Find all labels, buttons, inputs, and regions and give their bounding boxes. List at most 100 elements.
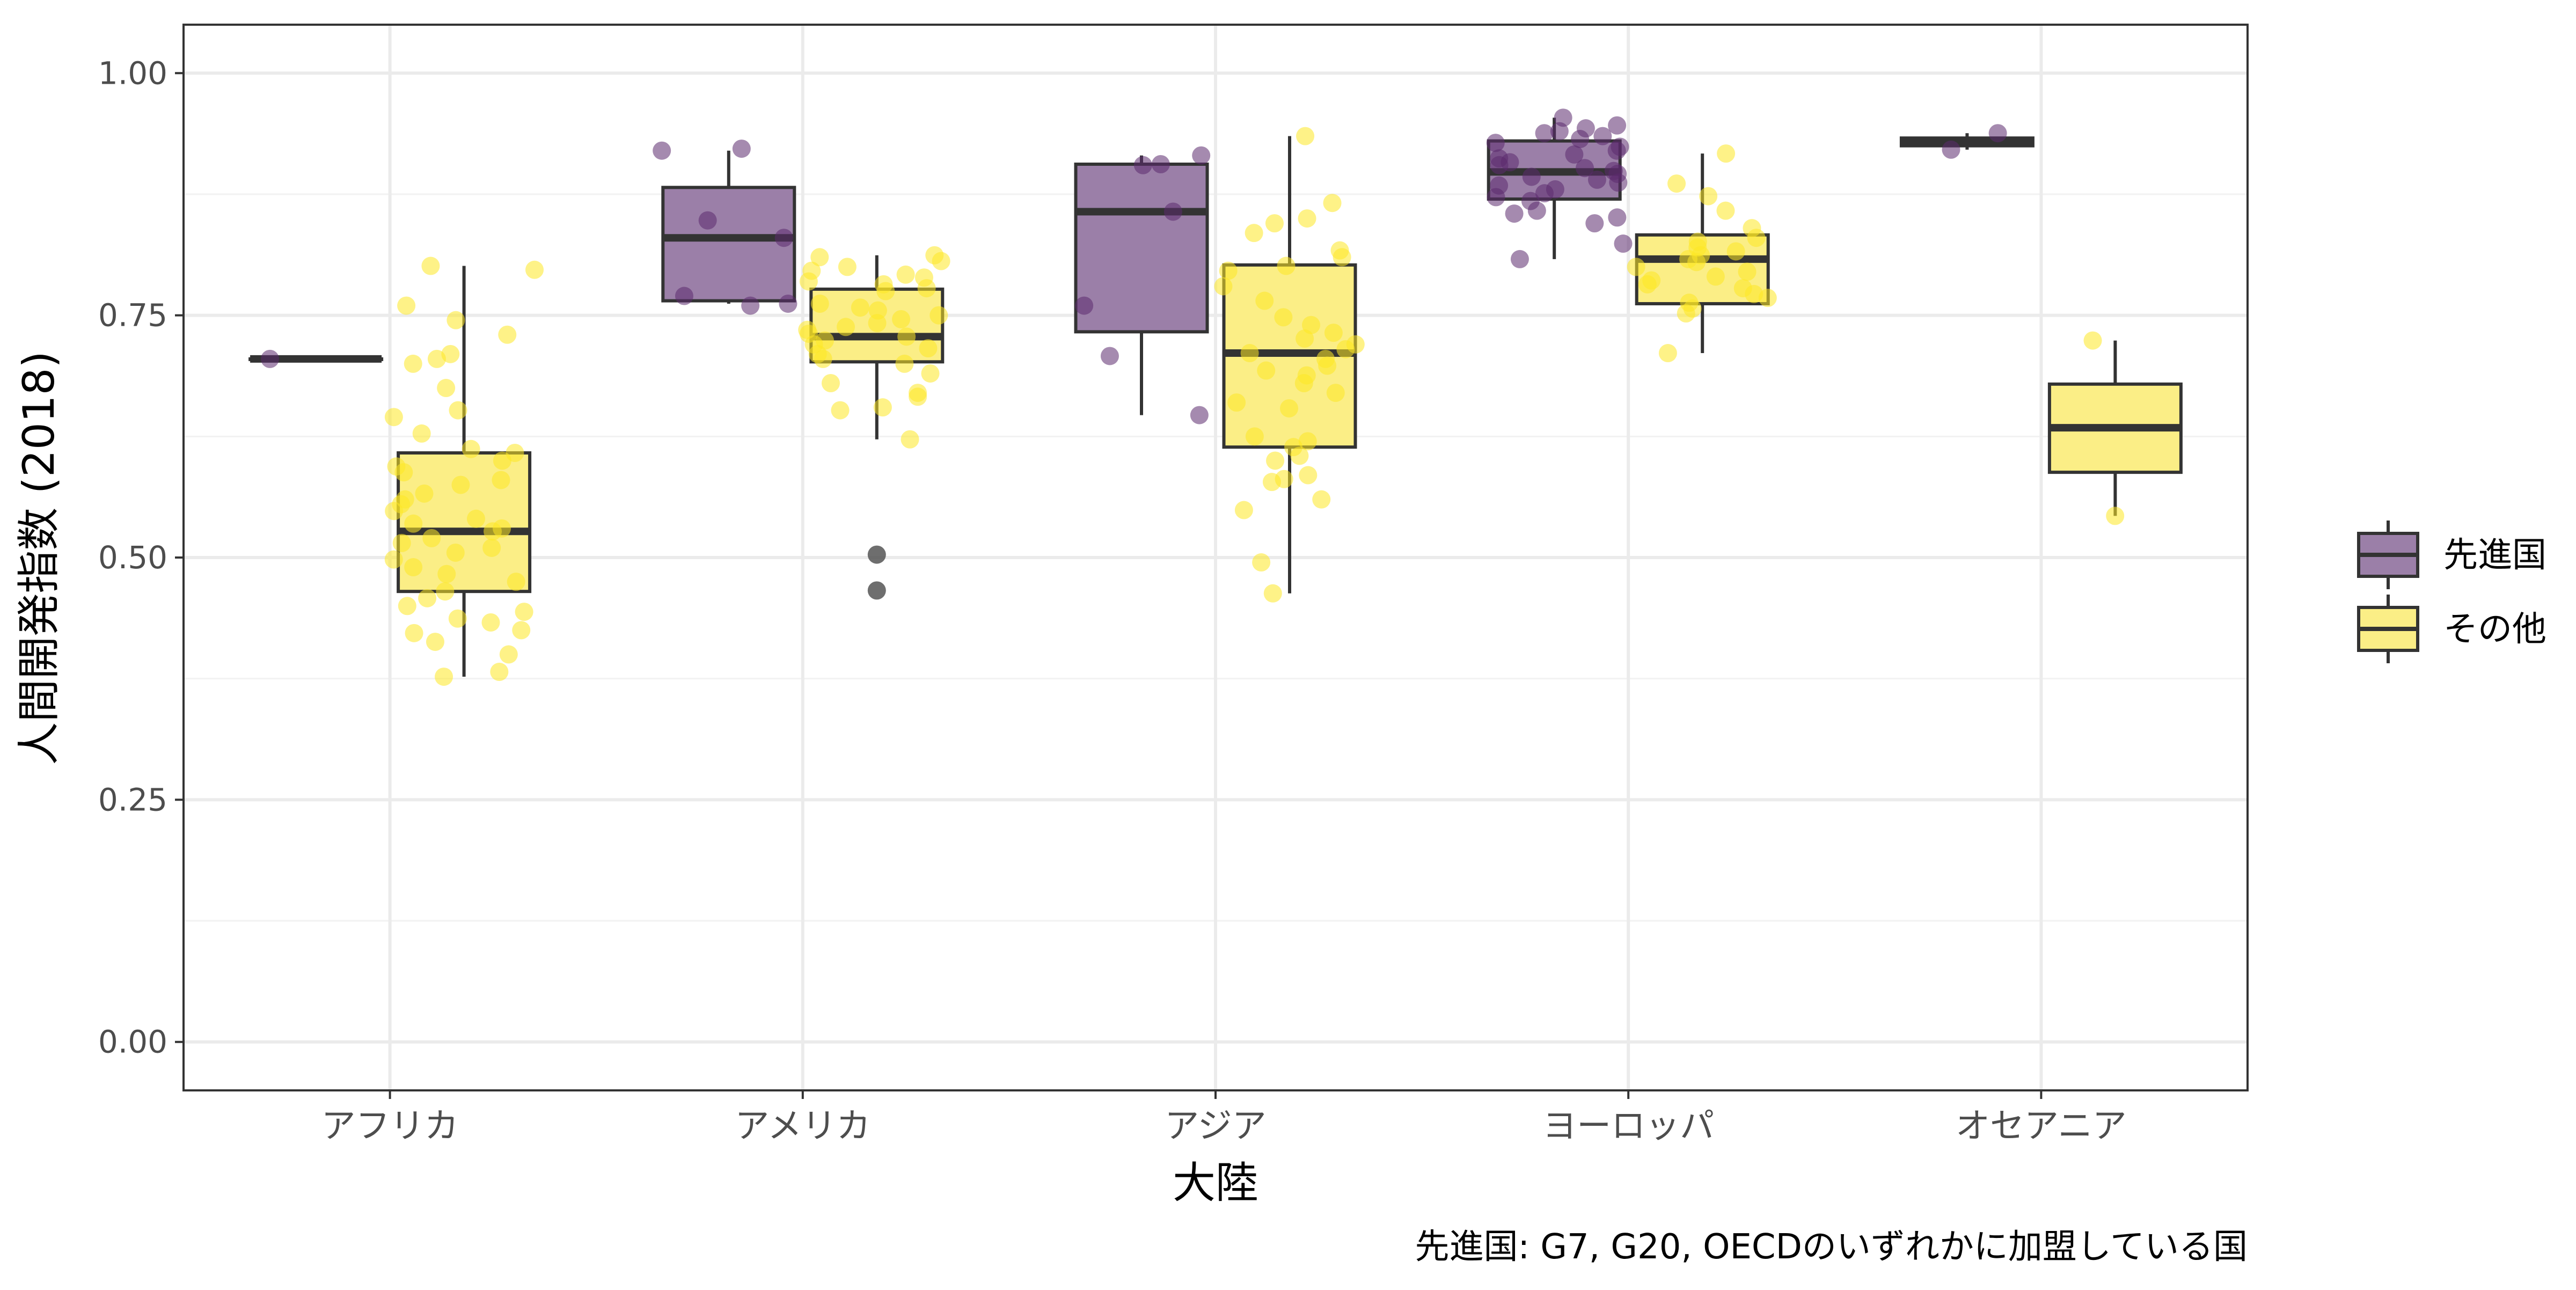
data-point [1245,224,1263,243]
data-point [449,401,467,420]
data-point [1219,261,1238,280]
data-point [404,354,422,373]
x-tick-label: アジア [1165,1106,1266,1146]
data-point [810,248,829,267]
data-point [1687,253,1706,272]
data-point [1535,184,1554,203]
data-point [1075,296,1094,315]
data-point [1318,356,1337,375]
data-point [851,298,869,317]
data-point [1299,466,1318,485]
y-tick-label: 1.00 [98,55,167,91]
data-point [1571,130,1590,149]
data-point [799,272,818,291]
x-axis-title: 大陸 [1173,1158,1258,1208]
data-point [1240,344,1259,363]
y-axis: 0.00 0.25 0.50 0.75 1.00 [98,55,184,1060]
caption: 先進国: G7, G20, OECDのいずれかに加盟している国 [1415,1227,2248,1267]
data-point [1227,393,1246,412]
data-point [1535,124,1554,143]
data-point [1290,446,1309,465]
legend-item: 先進国 [2357,521,2546,589]
data-point [1163,202,1182,221]
data-point [1717,144,1736,163]
data-point [1638,275,1657,294]
data-point [1192,146,1211,165]
data-point [1486,134,1505,152]
data-point [741,296,760,315]
data-point [421,256,440,275]
data-point [1608,116,1627,135]
data-point [484,522,502,541]
data-point [525,260,544,279]
data-point [384,550,403,569]
data-point [1609,173,1628,192]
data-point [437,565,456,583]
data-point [732,140,751,158]
data-point [1324,324,1343,342]
data-point [507,573,525,591]
data-point [1336,340,1355,358]
data-point [1333,248,1351,267]
data-point [1294,374,1313,393]
y-tick-label: 0.25 [98,781,167,818]
data-point [436,582,455,601]
data-point [896,265,915,284]
data-point [418,589,437,607]
data-point [385,502,404,521]
data-point [779,294,797,313]
data-point [1608,208,1627,227]
data-point [499,645,518,664]
data-point [415,484,434,503]
data-point [774,229,793,247]
data-point [398,597,416,615]
data-point [446,543,465,562]
x-tick-label: オセアニア [1956,1106,2127,1146]
box [661,186,796,303]
data-point [1262,473,1281,492]
data-point [481,613,500,632]
data-point [1296,127,1315,145]
data-point [810,294,829,313]
data-point [493,451,511,470]
data-point [1151,155,1170,173]
data-point [1234,501,1253,519]
data-point [1487,188,1505,207]
data-point [1716,201,1735,220]
data-point [1988,124,2007,143]
data-point [435,668,453,686]
data-point [392,533,411,552]
legend-label: その他 [2443,610,2546,649]
data-point [1190,406,1209,424]
data-point [1257,361,1276,380]
data-point [921,364,940,383]
data-point [1677,304,1695,323]
y-tick-label: 0.75 [98,297,167,334]
outlier-point [867,545,886,564]
data-point [1490,156,1509,174]
data-point [838,258,857,276]
data-point [1277,256,1296,275]
data-point [1667,174,1686,193]
data-point [466,509,485,528]
data-point [1658,344,1677,363]
data-point [1593,127,1612,145]
data-point [1745,284,1763,303]
data-point [405,624,423,642]
data-point [1263,584,1282,603]
y-tick-label: 0.00 [98,1024,167,1060]
data-point [1576,159,1594,178]
data-point [876,282,895,300]
data-point [1298,209,1316,228]
data-point [1726,242,1745,261]
data-point [1747,229,1766,247]
data-point [831,401,850,420]
data-point [892,310,911,328]
x-tick-label: アメリカ [735,1106,870,1146]
data-point [868,314,887,333]
data-point [1252,553,1271,572]
data-point [930,306,948,325]
data-point [837,318,855,336]
